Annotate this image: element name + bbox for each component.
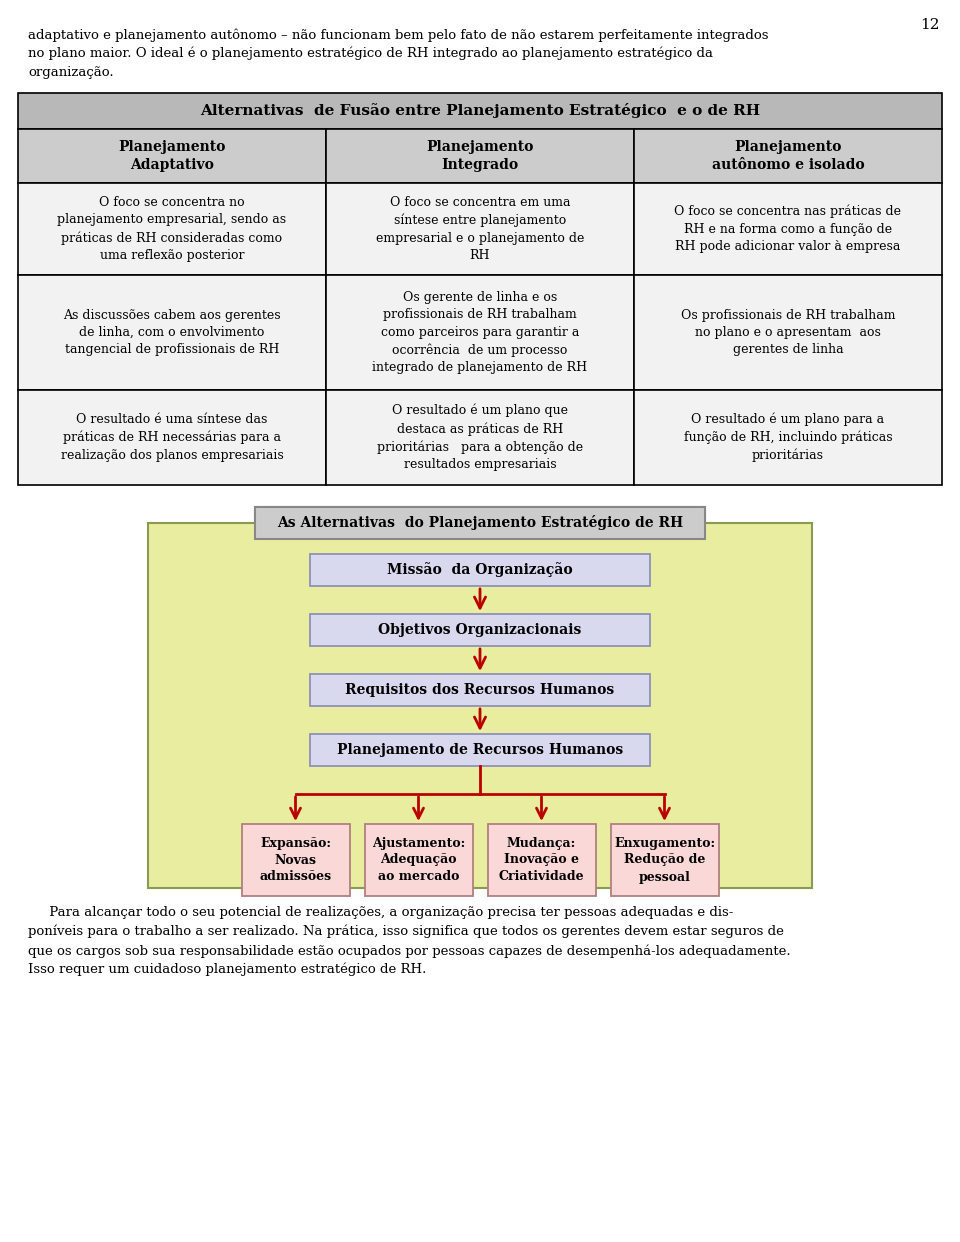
Text: Planejamento de Recursos Humanos: Planejamento de Recursos Humanos	[337, 743, 623, 758]
Bar	[18, 390, 326, 484]
Bar	[634, 274, 942, 390]
Text: O resultado é um plano que
destaca as práticas de RH
prioritárias   para a obten: O resultado é um plano que destaca as pr…	[377, 404, 583, 471]
Text: Planejamento
autônomo e isolado: Planejamento autônomo e isolado	[711, 140, 864, 171]
Text: Ajustamento:
Adequação
ao mercado: Ajustamento: Adequação ao mercado	[372, 837, 466, 883]
Text: Enxugamento:
Redução de
pessoal: Enxugamento: Redução de pessoal	[614, 837, 715, 883]
Bar	[148, 523, 812, 888]
Bar	[255, 507, 705, 539]
Text: Mudança:
Inovação e
Criatividade: Mudança: Inovação e Criatividade	[498, 837, 585, 883]
Bar	[310, 614, 650, 646]
Text: organização.: organização.	[28, 66, 113, 79]
Bar	[326, 274, 634, 390]
Bar	[326, 390, 634, 484]
Text: Os profissionais de RH trabalham
no plano e o apresentam  aos
gerentes de linha: Os profissionais de RH trabalham no plan…	[681, 308, 896, 356]
Text: que os cargos sob sua responsabilidade estão ocupados por pessoas capazes de des: que os cargos sob sua responsabilidade e…	[28, 944, 791, 958]
Bar	[611, 823, 718, 895]
Text: Planejamento
Integrado: Planejamento Integrado	[426, 140, 534, 171]
Text: no plano maior. O ideal é o planejamento estratégico de RH integrado ao planejam: no plano maior. O ideal é o planejamento…	[28, 47, 713, 61]
Text: Alternativas  de Fusão entre Planejamento Estratégico  e o de RH: Alternativas de Fusão entre Planejamento…	[200, 103, 760, 118]
Text: O foco se concentra no
planejamento empresarial, sendo as
práticas de RH conside: O foco se concentra no planejamento empr…	[58, 196, 287, 262]
Bar	[310, 734, 650, 766]
Bar	[365, 823, 472, 895]
Text: O resultado é um plano para a
função de RH, incluindo práticas
prioritárias: O resultado é um plano para a função de …	[684, 412, 892, 462]
Text: As discussões cabem aos gerentes
de linha, com o envolvimento
tangencial de prof: As discussões cabem aos gerentes de linh…	[63, 308, 281, 356]
Text: Planejamento
Adaptativo: Planejamento Adaptativo	[118, 140, 226, 171]
Text: poníveis para o trabalho a ser realizado. Na prática, isso significa que todos o: poníveis para o trabalho a ser realizado…	[28, 925, 784, 939]
Text: As Alternativas  do Planejamento Estratégico de RH: As Alternativas do Planejamento Estratég…	[276, 515, 684, 530]
Bar	[326, 129, 634, 183]
Text: O foco se concentra nas práticas de
RH e na forma como a função de
RH pode adici: O foco se concentra nas práticas de RH e…	[675, 205, 901, 253]
Bar	[634, 183, 942, 274]
Bar	[310, 554, 650, 586]
Bar	[242, 823, 349, 895]
Text: Expansão:
Novas
admissões: Expansão: Novas admissões	[259, 837, 331, 883]
Bar	[18, 183, 326, 274]
Bar	[634, 390, 942, 484]
Text: O resultado é uma síntese das
práticas de RH necessárias para a
realização dos p: O resultado é uma síntese das práticas d…	[60, 414, 283, 462]
Text: Isso requer um cuidadoso planejamento estratégico de RH.: Isso requer um cuidadoso planejamento es…	[28, 963, 426, 976]
Bar	[255, 507, 705, 539]
Text: Para alcançar todo o seu potencial de realizações, a organização precisa ter pes: Para alcançar todo o seu potencial de re…	[28, 905, 733, 919]
Bar	[18, 274, 326, 390]
Text: Os gerente de linha e os
profissionais de RH trabalham
como parceiros para garan: Os gerente de linha e os profissionais d…	[372, 291, 588, 374]
Text: 12: 12	[921, 17, 940, 32]
Bar	[310, 674, 650, 705]
Bar	[488, 823, 595, 895]
Text: As Alternativas  do Planejamento Estratégico de RH: As Alternativas do Planejamento Estratég…	[276, 515, 684, 530]
Text: adaptativo e planejamento autônomo – não funcionam bem pelo fato de não estarem : adaptativo e planejamento autônomo – não…	[28, 29, 769, 41]
Bar	[326, 183, 634, 274]
Bar	[18, 93, 942, 129]
Bar	[18, 129, 326, 183]
Text: Objetivos Organizacionais: Objetivos Organizacionais	[378, 623, 582, 637]
Text: Missão  da Organização: Missão da Organização	[387, 563, 573, 578]
Bar	[634, 129, 942, 183]
Text: Requisitos dos Recursos Humanos: Requisitos dos Recursos Humanos	[346, 683, 614, 697]
Text: O foco se concentra em uma
síntese entre planejamento
empresarial e o planejamen: O foco se concentra em uma síntese entre…	[375, 196, 585, 262]
